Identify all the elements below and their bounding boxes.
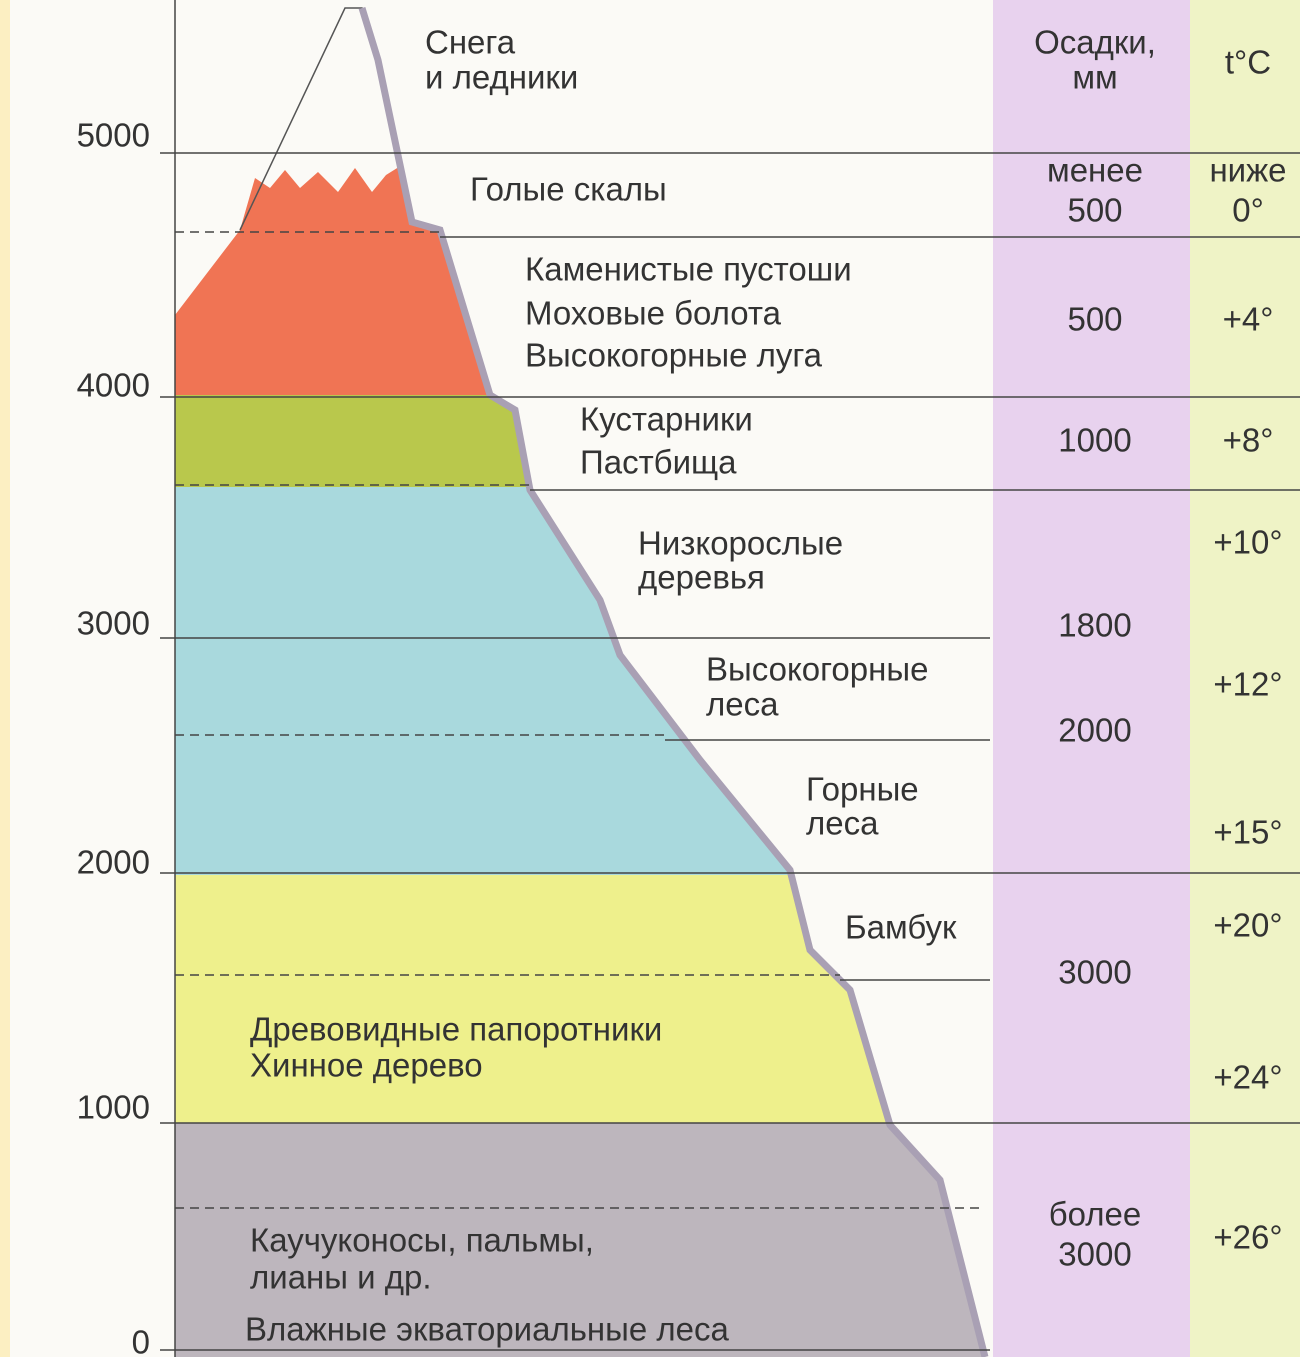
zone-label: Моховые болота — [525, 295, 782, 332]
precip-label: 1000 — [1058, 422, 1131, 459]
zone-label: и ледники — [425, 59, 578, 96]
zone-label: Кустарники — [580, 401, 753, 438]
tick-label: 4000 — [77, 367, 150, 404]
temp-label: +24° — [1213, 1059, 1282, 1096]
zone-label: Хинное дерево — [250, 1047, 483, 1084]
precip-label: более — [1049, 1196, 1142, 1233]
precip-label: 2000 — [1058, 712, 1131, 749]
precip-label: 3000 — [1058, 1236, 1131, 1273]
diagram: 5000 4000 3000 2000 1000 0 Осадки, мм t°… — [0, 0, 1300, 1357]
zone-label: Горные — [806, 771, 919, 808]
zone-label: Пастбища — [580, 444, 737, 481]
temp-label: +8° — [1223, 422, 1274, 459]
zone-label: лианы и др. — [250, 1259, 432, 1296]
header: мм — [1072, 59, 1117, 96]
temp-label: +26° — [1213, 1219, 1282, 1256]
page: 5000 4000 3000 2000 1000 0 Осадки, мм t°… — [0, 0, 1300, 1357]
tick-label: 3000 — [77, 605, 150, 642]
header: Осадки, — [1034, 24, 1156, 61]
temp-label: +10° — [1213, 524, 1282, 561]
tick-label: 5000 — [77, 117, 150, 154]
zone-label: леса — [806, 805, 879, 842]
precip-label: 500 — [1067, 301, 1122, 338]
zone-label: Каменистые пустоши — [525, 251, 852, 288]
precip-label: 500 — [1067, 192, 1122, 229]
zone-label: Высокогорные луга — [525, 337, 823, 374]
tick-label: 1000 — [77, 1089, 150, 1126]
zone-label: Каучуконосы, пальмы, — [250, 1222, 594, 1259]
temp-label: +15° — [1213, 814, 1282, 851]
zone-label: Высокогорные — [706, 651, 928, 688]
temp-label: +12° — [1213, 666, 1282, 703]
zone-label: Древовидные папоротники — [250, 1011, 662, 1048]
temp-label: ниже — [1209, 152, 1286, 189]
temp-label: +20° — [1213, 907, 1282, 944]
precip-label: 1800 — [1058, 607, 1131, 644]
tick-label: 0 — [132, 1324, 150, 1357]
temp-label: +4° — [1223, 301, 1274, 338]
zone-label: Бамбук — [845, 909, 957, 946]
zone-label: Низкорослые — [638, 525, 843, 562]
zone-label: Голые скалы — [470, 171, 667, 208]
zone-label: леса — [706, 686, 779, 723]
precip-label: менее — [1047, 152, 1143, 189]
zone-label: деревья — [638, 559, 765, 596]
temp-label: 0° — [1232, 192, 1264, 229]
tick-label: 2000 — [77, 844, 150, 881]
precip-label: 3000 — [1058, 954, 1131, 991]
zone-label: Снега — [425, 24, 516, 61]
header: t°C — [1225, 44, 1271, 81]
zone-label: Влажные экваториальные леса — [245, 1311, 729, 1348]
